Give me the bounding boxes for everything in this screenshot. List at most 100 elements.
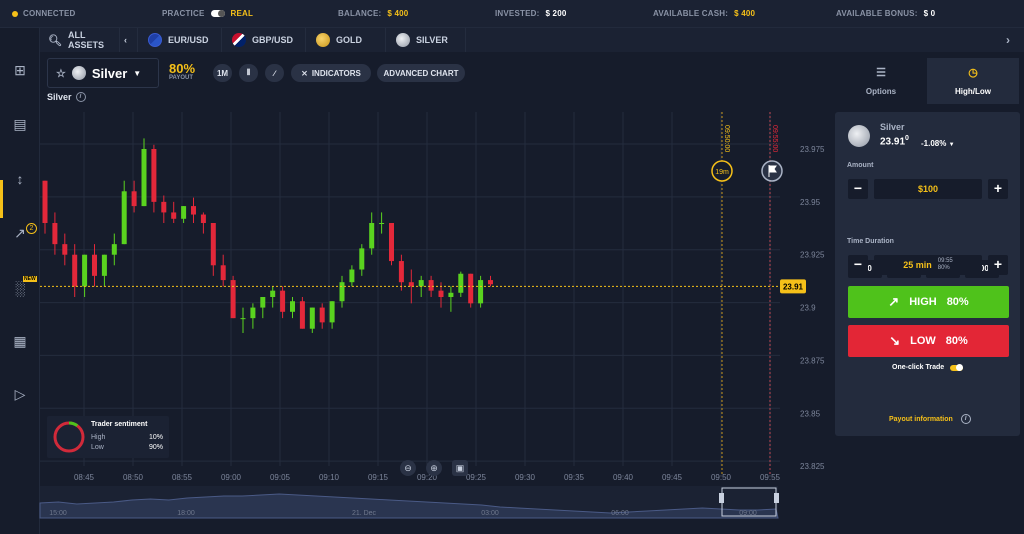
navigator-area bbox=[39, 493, 779, 519]
asset-tab-label: GOLD bbox=[336, 35, 362, 45]
candle-body bbox=[379, 223, 385, 224]
indicators-button[interactable]: ⨯ INDICATORS bbox=[291, 64, 371, 82]
candle bbox=[131, 180, 137, 213]
amount-input[interactable]: $100 bbox=[874, 179, 982, 199]
y-tick-label: 23.95 bbox=[800, 198, 821, 207]
asset-selector[interactable]: ☆ Silver ▼ bbox=[47, 58, 159, 88]
duration-input[interactable]: 25 min 09:55 80% bbox=[874, 255, 982, 275]
candle-body bbox=[270, 290, 276, 297]
invested-label: INVESTED: bbox=[495, 9, 540, 18]
dashboard-grid-icon[interactable]: ⊞ bbox=[14, 62, 26, 78]
duration-plus-button[interactable]: + bbox=[988, 255, 1008, 275]
one-click-toggle[interactable] bbox=[950, 363, 964, 371]
trading-chart-icon[interactable]: ↕ bbox=[16, 171, 24, 187]
available-bonus-stat: AVAILABLE BONUS: $ 0 bbox=[836, 9, 935, 18]
candle-body bbox=[240, 318, 246, 320]
timeframe-button[interactable]: 1M bbox=[213, 64, 232, 82]
asset-tab-eurusd[interactable]: EUR/USD bbox=[138, 28, 222, 52]
info-icon[interactable]: i bbox=[75, 92, 86, 102]
candle bbox=[260, 297, 266, 319]
candle bbox=[240, 307, 246, 333]
duration-value: 25 min bbox=[903, 260, 932, 270]
arrow-up-right-icon: ↗ bbox=[888, 294, 900, 309]
asset-tab-gold[interactable]: GOLD bbox=[306, 28, 386, 52]
candle bbox=[329, 301, 335, 329]
y-tick-label: 23.925 bbox=[800, 251, 825, 260]
navigator-handle-right bbox=[774, 493, 779, 503]
arrow-down-right-icon: ↘ bbox=[889, 333, 901, 348]
candle-body bbox=[478, 280, 484, 304]
chevron-left-icon[interactable]: ‹ bbox=[120, 28, 138, 52]
candle bbox=[200, 212, 206, 234]
all-assets-label: ALL ASSETS bbox=[67, 30, 104, 50]
bonus-value: $ 0 bbox=[923, 9, 936, 18]
candle bbox=[151, 144, 157, 213]
candle bbox=[398, 254, 404, 291]
candle bbox=[62, 233, 68, 266]
trade-type-tabs: ☰ Options ◷ High/Low bbox=[835, 58, 1020, 104]
candle bbox=[379, 212, 385, 234]
candle-body bbox=[280, 290, 286, 312]
connected-label: CONNECTED bbox=[23, 9, 76, 18]
video-tutorials-icon[interactable]: ▷ bbox=[14, 386, 26, 402]
candle-body bbox=[181, 206, 187, 219]
draw-line-icon[interactable]: ∕ bbox=[265, 64, 284, 82]
duration-minus-button[interactable]: − bbox=[848, 255, 868, 275]
asset-tab-silver[interactable]: SILVER bbox=[386, 28, 466, 52]
star-icon[interactable]: ☆ bbox=[56, 67, 66, 80]
tab-options[interactable]: ☰ Options bbox=[835, 58, 927, 104]
chart-navigator[interactable]: 15:00 18:00 21. Dec 03:00 06:00 09:00 bbox=[39, 486, 779, 519]
indicators-icon: ⨯ bbox=[301, 68, 308, 78]
navigator-label: 09:00 bbox=[739, 510, 757, 517]
silver-coin-icon bbox=[71, 66, 86, 80]
amount-plus-button[interactable]: + bbox=[988, 179, 1008, 199]
candle-type-icon[interactable]: ⫴ bbox=[239, 64, 258, 82]
high-button[interactable]: ↗ HIGH 80% bbox=[848, 286, 1009, 318]
advanced-chart-button[interactable]: ADVANCED CHART bbox=[377, 64, 465, 82]
candle-body bbox=[62, 244, 68, 255]
candle bbox=[299, 297, 305, 329]
close-time-label: 09:55:00 bbox=[771, 125, 778, 152]
asset-tab-gbpusd[interactable]: GBP/USD bbox=[222, 28, 306, 52]
navigator-label: 03:00 bbox=[481, 510, 499, 517]
candle bbox=[488, 275, 493, 287]
candle-body bbox=[448, 292, 454, 297]
mode-toggle[interactable] bbox=[210, 10, 225, 17]
payout-information-link[interactable]: Payout information i bbox=[889, 414, 971, 424]
sentiment-ring bbox=[53, 421, 85, 453]
x-tick-label: 08:45 bbox=[74, 473, 95, 482]
candle-body bbox=[161, 201, 167, 213]
trade-form: Silver 23.910 -1.08% ▼ Amount − $100 + +… bbox=[835, 112, 1020, 436]
zoom-in-icon[interactable]: ⊕ bbox=[426, 460, 442, 476]
all-assets-button[interactable]: 🔍︎ ALL ASSETS bbox=[40, 28, 120, 52]
clock-icon: ◷ bbox=[968, 67, 978, 79]
one-click-trade[interactable]: One-click Trade bbox=[892, 363, 964, 371]
amount-minus-button[interactable]: − bbox=[848, 179, 868, 199]
candle-body bbox=[389, 223, 394, 262]
candle bbox=[191, 197, 196, 223]
balance-stat: BALANCE: $ 400 bbox=[338, 9, 408, 18]
duration-label: Time Duration bbox=[847, 238, 894, 245]
candle-body bbox=[230, 280, 236, 319]
invested-stat: INVESTED: $ 200 bbox=[495, 9, 567, 18]
x-tick-label: 08:55 bbox=[172, 473, 193, 482]
screenshot-icon[interactable]: ▣ bbox=[452, 460, 468, 476]
tournaments-icon[interactable]: ░ bbox=[15, 280, 25, 296]
candle-body bbox=[428, 280, 434, 291]
zoom-out-icon[interactable]: ⊖ bbox=[400, 460, 416, 476]
connection-status: CONNECTED bbox=[12, 9, 75, 18]
asset-tabs-bar: 🔍︎ ALL ASSETS ‹ EUR/USD GBP/USD GOLD SIL… bbox=[40, 28, 1024, 52]
tab-high-low[interactable]: ◷ High/Low bbox=[927, 58, 1019, 104]
account-mode-switch[interactable]: PRACTICE REAL bbox=[162, 9, 253, 18]
low-button[interactable]: ↘ LOW 80% bbox=[848, 325, 1009, 357]
caret-down-icon: ▼ bbox=[948, 142, 955, 148]
candle-body bbox=[111, 244, 117, 255]
chevron-right-icon[interactable]: › bbox=[1006, 33, 1010, 47]
open-positions-icon[interactable]: ↗ bbox=[14, 225, 26, 241]
candle-body bbox=[210, 223, 216, 266]
calendar-icon[interactable]: ▤ bbox=[13, 116, 27, 132]
x-tick-label: 09:20 bbox=[417, 473, 438, 482]
news-icon[interactable]: ▦ bbox=[13, 333, 27, 349]
asset-tab-label: EUR/USD bbox=[168, 35, 209, 45]
